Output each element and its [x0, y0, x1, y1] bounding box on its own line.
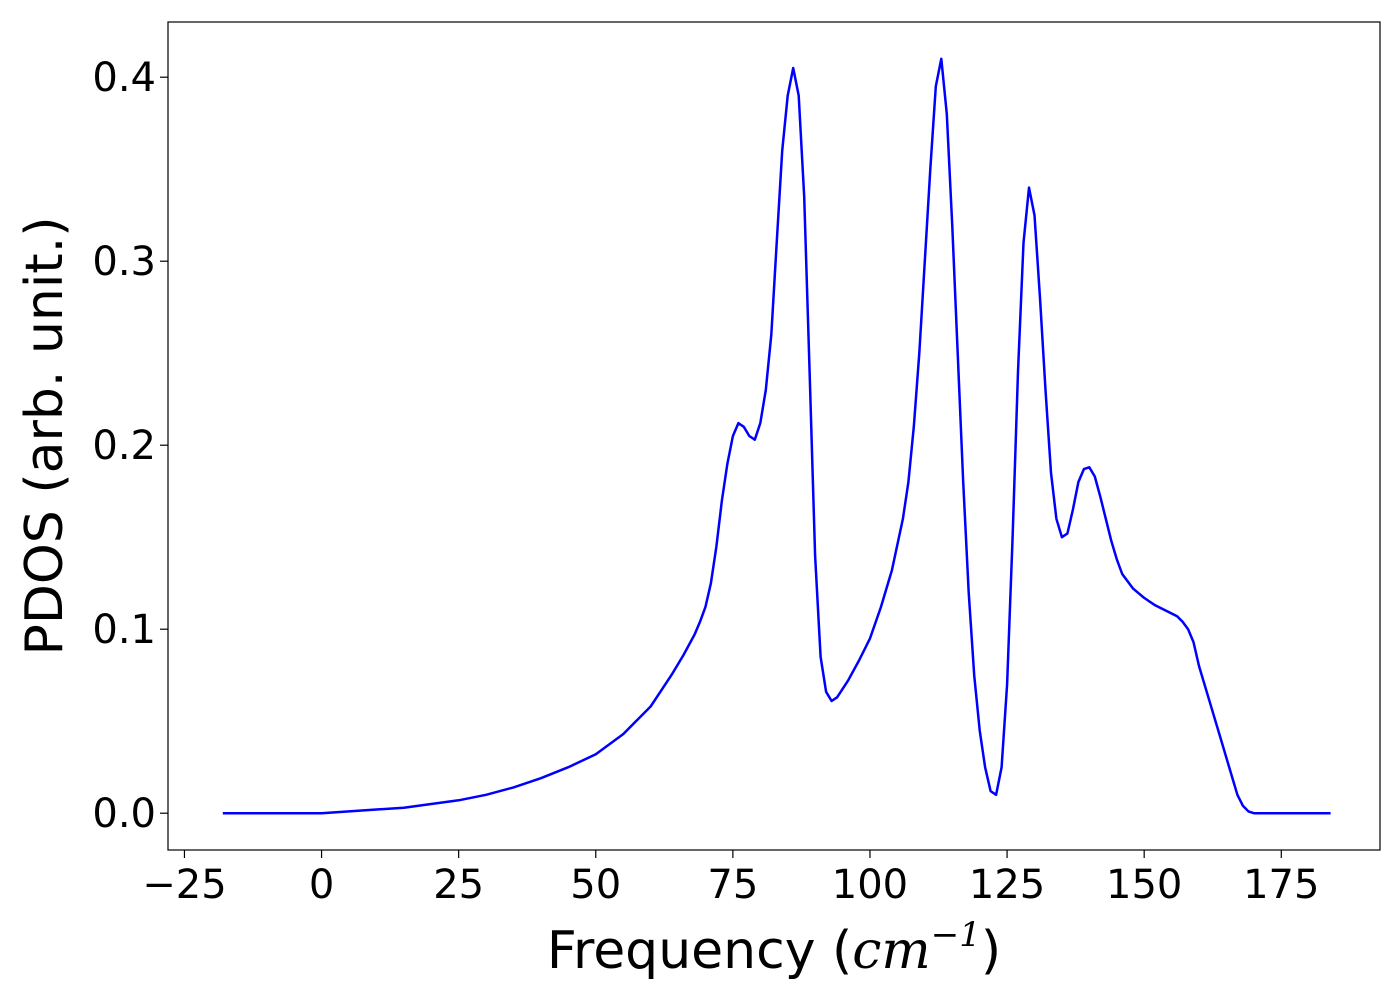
x-tick-label: 125: [969, 862, 1045, 908]
x-tick-label: −25: [142, 862, 226, 908]
y-tick-label: 0.2: [92, 423, 156, 469]
x-axis-unit-exponent: −1: [931, 915, 981, 955]
y-axis-label: PDOS (arb. unit.): [15, 216, 75, 655]
x-tick-label: 50: [570, 862, 621, 908]
x-tick-label: 150: [1106, 862, 1182, 908]
x-axis-ticks: −25 0 25 50 75 100 125 150 175: [142, 850, 1319, 908]
series-line: [222, 57, 1331, 815]
y-axis-ticks: 0.0 0.1 0.2 0.3 0.4: [92, 55, 168, 837]
x-axis-label-close-paren: ): [981, 921, 1001, 981]
x-axis-label-open-paren: (: [815, 921, 852, 981]
x-tick-label: 25: [433, 862, 484, 908]
x-axis-label-text: Frequency: [547, 921, 816, 981]
x-tick-label: 175: [1243, 862, 1319, 908]
x-tick-label: 100: [832, 862, 908, 908]
series-layer: [222, 57, 1331, 815]
y-tick-label: 0.0: [92, 791, 156, 837]
y-tick-label: 0.4: [92, 55, 156, 101]
y-tick-label: 0.3: [92, 239, 156, 285]
x-axis-unit: cm: [852, 921, 930, 981]
x-tick-label: 75: [707, 862, 758, 908]
x-tick-label: 0: [309, 862, 334, 908]
y-tick-label: 0.1: [92, 607, 156, 653]
x-axis-label: Frequency (cm−1): [547, 915, 1001, 981]
plot-frame: [167, 21, 1381, 851]
